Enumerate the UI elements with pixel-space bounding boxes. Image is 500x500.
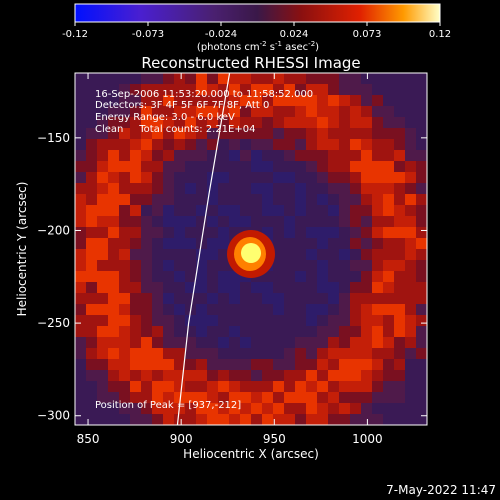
y-tick-label: −200 (37, 223, 70, 237)
peak-source-core (241, 243, 261, 263)
colorbar-tick-label: 0.12 (429, 29, 451, 40)
colorbar-tick-label: -0.024 (205, 29, 237, 40)
annotation-peak-position: Position of Peak = [937,-212] (95, 400, 241, 411)
heatmap-image (75, 73, 427, 425)
y-tick-label: −150 (37, 131, 70, 145)
annotation-clean-counts: Clean Total counts: 2.21E+04 (95, 124, 255, 135)
y-axis-ticks: −150 −200 −250 −300 (37, 131, 427, 423)
y-tick-label: −250 (37, 316, 70, 330)
annotation-energy-range: Energy Range: 3.0 - 6.0 keV (95, 112, 235, 123)
colorbar-tick-label: -0.073 (132, 29, 164, 40)
chart-title: Reconstructed RHESSI Image (141, 54, 360, 72)
timestamp: 7-May-2022 11:47 (386, 483, 496, 497)
x-tick-label: 850 (77, 432, 100, 446)
colorbar-ticks: -0.12 -0.073 -0.024 0.024 0.073 0.12 (62, 22, 451, 40)
plot-frame (74, 72, 428, 426)
x-axis-label: Heliocentric X (arcsec) (183, 447, 319, 461)
colorbar-unit-label: (photons cm-2 s-1 asec-2) (197, 40, 319, 53)
y-axis-label: Heliocentric Y (arcsec) (15, 182, 29, 317)
x-tick-label: 950 (263, 432, 286, 446)
colorbar (74, 3, 441, 23)
annotation-detectors: Detectors: 3F 4F 5F 6F 7F 8F, Att 0 (95, 100, 269, 111)
colorbar-tick-label: 0.073 (353, 29, 382, 40)
y-tick-label: −300 (37, 409, 70, 423)
colorbar-tick-label: 0.024 (280, 29, 309, 40)
solar-limb-curve (176, 73, 231, 425)
x-axis-ticks: 850 900 950 1000 (77, 73, 383, 446)
x-tick-label: 1000 (352, 432, 383, 446)
annotation-time-range: 16-Sep-2006 11:53:20.000 to 11:58:52.000 (95, 89, 313, 100)
colorbar-tick-label: -0.12 (62, 29, 88, 40)
x-tick-label: 900 (170, 432, 193, 446)
